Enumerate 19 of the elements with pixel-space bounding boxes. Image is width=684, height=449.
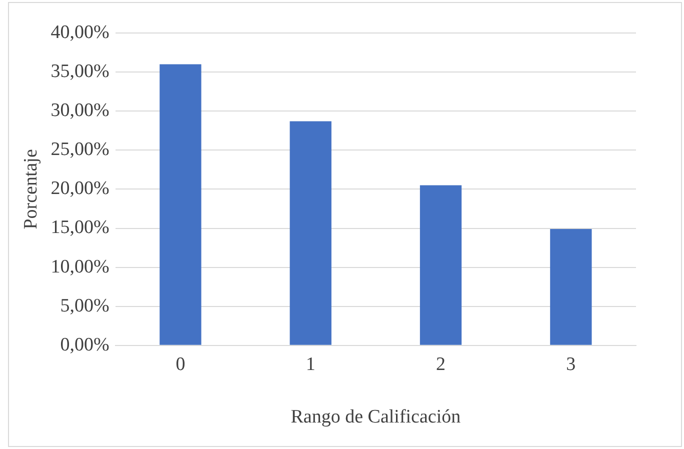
x-tick-label: 0	[176, 354, 186, 375]
bar	[290, 121, 332, 345]
y-tick-label: 10,00%	[50, 256, 110, 278]
y-tick-label: 20,00%	[50, 178, 110, 200]
y-axis-title: Porcentaje	[20, 149, 42, 230]
y-tick-label: 40,00%	[50, 22, 110, 43]
bar	[420, 185, 462, 345]
bar	[550, 229, 592, 345]
y-tick-label: 5,00%	[60, 295, 110, 316]
y-tick-label: 30,00%	[50, 100, 110, 122]
x-tick-label: 3	[566, 354, 576, 375]
y-tick-label: 25,00%	[50, 139, 110, 160]
x-tick-label: 2	[436, 354, 446, 375]
y-tick-label: 15,00%	[50, 217, 110, 238]
x-axis-title: Rango de Calificación	[290, 406, 462, 428]
y-tick-label: 35,00%	[50, 61, 110, 82]
bar	[160, 64, 202, 345]
y-tick-label: 0,00%	[60, 334, 110, 356]
x-tick-label: 1	[306, 354, 316, 375]
